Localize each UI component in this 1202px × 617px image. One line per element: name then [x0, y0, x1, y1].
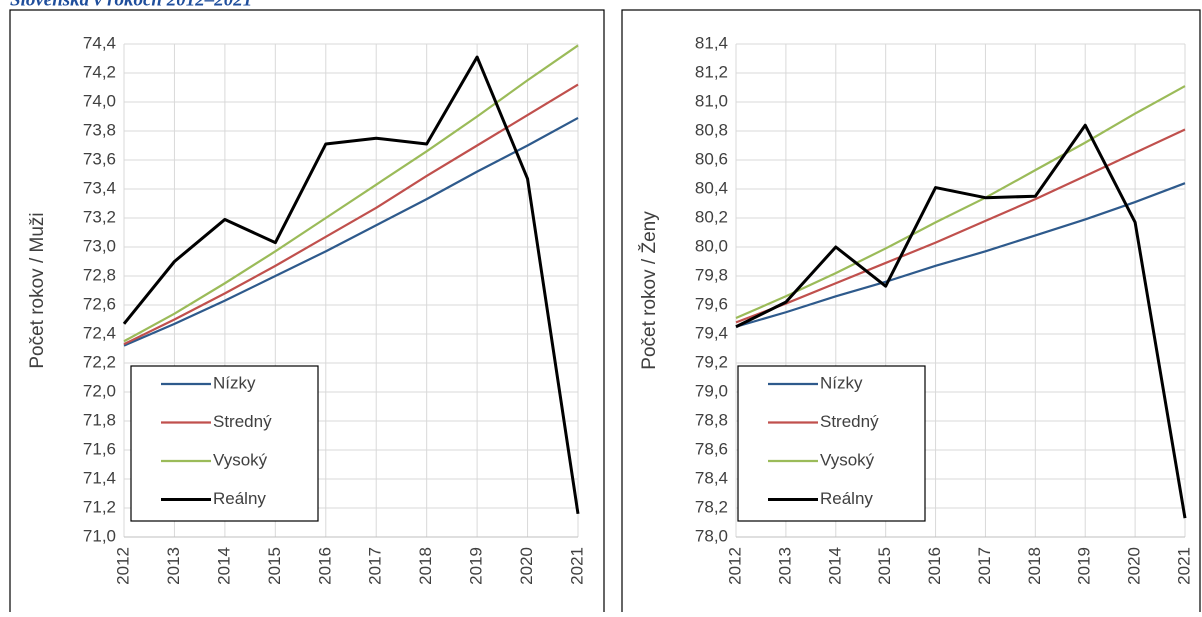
y-tick-label: 73,4 — [83, 178, 116, 197]
x-tick-label: 2016 — [315, 547, 334, 585]
series-line — [735, 128, 1186, 324]
y-tick-label: 73,2 — [83, 207, 116, 226]
legend-label: Reálny — [213, 489, 266, 508]
y-tick-label: 80,2 — [695, 207, 728, 226]
y-tick-label: 72,6 — [83, 294, 116, 313]
x-tick-label: 2016 — [925, 547, 944, 585]
x-tick-label: 2012 — [725, 547, 744, 585]
y-tick-label: 71,8 — [83, 410, 116, 429]
y-tick-label: 80,6 — [695, 149, 728, 168]
x-tick-label: 2014 — [825, 547, 844, 585]
series-line — [123, 44, 579, 343]
legend-label: Stredný — [820, 412, 879, 431]
figure-title: Slovenska v rokoch 2012–2021 — [10, 0, 252, 10]
series-line — [735, 123, 1187, 519]
legend-label: Reálny — [820, 489, 873, 508]
y-tick-label: 79,8 — [695, 265, 728, 284]
y-tick-label: 72,0 — [83, 381, 116, 400]
y-tick-label: 74,0 — [83, 91, 116, 110]
x-tick-label: 2019 — [467, 547, 486, 585]
panel-border — [621, 9, 1201, 617]
y-tick-label: 79,0 — [695, 381, 728, 400]
legend-label: Vysoký — [820, 450, 875, 469]
y-tick-label: 80,8 — [695, 120, 728, 139]
x-tick-label: 2017 — [366, 547, 385, 585]
x-tick-label: 2020 — [1125, 547, 1144, 585]
x-tick-label: 2018 — [1025, 547, 1044, 585]
y-tick-label: 78,0 — [695, 526, 728, 545]
y-tick-label: 81,0 — [695, 91, 728, 110]
y-tick-label: 72,8 — [83, 265, 116, 284]
y-tick-label: 78,4 — [695, 468, 728, 487]
y-tick-label: 73,0 — [83, 236, 116, 255]
y-tick-label: 79,4 — [695, 323, 728, 342]
y-tick-label: 71,6 — [83, 439, 116, 458]
x-tick-label: 2018 — [416, 547, 435, 585]
x-tick-label: 2014 — [214, 547, 233, 585]
y-tick-label: 74,2 — [83, 62, 116, 81]
y-tick-label: 73,8 — [83, 120, 116, 139]
legend-label: Vysoký — [213, 450, 268, 469]
y-tick-label: 72,2 — [83, 352, 116, 371]
x-tick-label: 2012 — [113, 547, 132, 585]
y-tick-label: 78,2 — [695, 497, 728, 516]
y-tick-label: 80,0 — [695, 236, 728, 255]
x-tick-label: 2013 — [164, 547, 183, 585]
y-tick-label: 74,4 — [83, 33, 116, 52]
x-tick-label: 2019 — [1075, 547, 1094, 585]
y-tick-label: 72,4 — [83, 323, 116, 342]
y-axis-title: Počet rokov / Ženy — [638, 211, 660, 370]
y-tick-label: 78,8 — [695, 410, 728, 429]
series-line — [123, 83, 579, 346]
y-tick-label: 71,2 — [83, 497, 116, 516]
series-line — [123, 116, 579, 347]
y-tick-label: 78,6 — [695, 439, 728, 458]
y-tick-label: 71,0 — [83, 526, 116, 545]
x-tick-label: 2021 — [1174, 547, 1193, 585]
y-tick-label: 81,4 — [695, 33, 728, 52]
y-tick-label: 71,4 — [83, 468, 116, 487]
y-tick-label: 79,2 — [695, 352, 728, 371]
x-tick-label: 2015 — [875, 547, 894, 585]
y-tick-label: 80,4 — [695, 178, 728, 197]
series-line — [735, 182, 1186, 328]
x-tick-label: 2015 — [265, 547, 284, 585]
series-line — [735, 85, 1186, 320]
x-tick-label: 2017 — [975, 547, 994, 585]
y-tick-label: 79,6 — [695, 294, 728, 313]
legend-box — [130, 365, 319, 522]
x-tick-label: 2020 — [517, 547, 536, 585]
panel-border — [9, 9, 605, 617]
legend-label: Nízky — [213, 373, 256, 392]
x-tick-label: 2013 — [775, 547, 794, 585]
x-tick-label: 2021 — [567, 547, 586, 585]
series-line — [122, 55, 580, 515]
y-axis-title: Počet rokov / Muži — [27, 212, 48, 368]
y-tick-label: 81,2 — [695, 62, 728, 81]
legend-label: Stredný — [213, 412, 272, 431]
legend-label: Nízky — [820, 373, 863, 392]
y-tick-label: 73,6 — [83, 149, 116, 168]
legend-box — [737, 365, 926, 522]
